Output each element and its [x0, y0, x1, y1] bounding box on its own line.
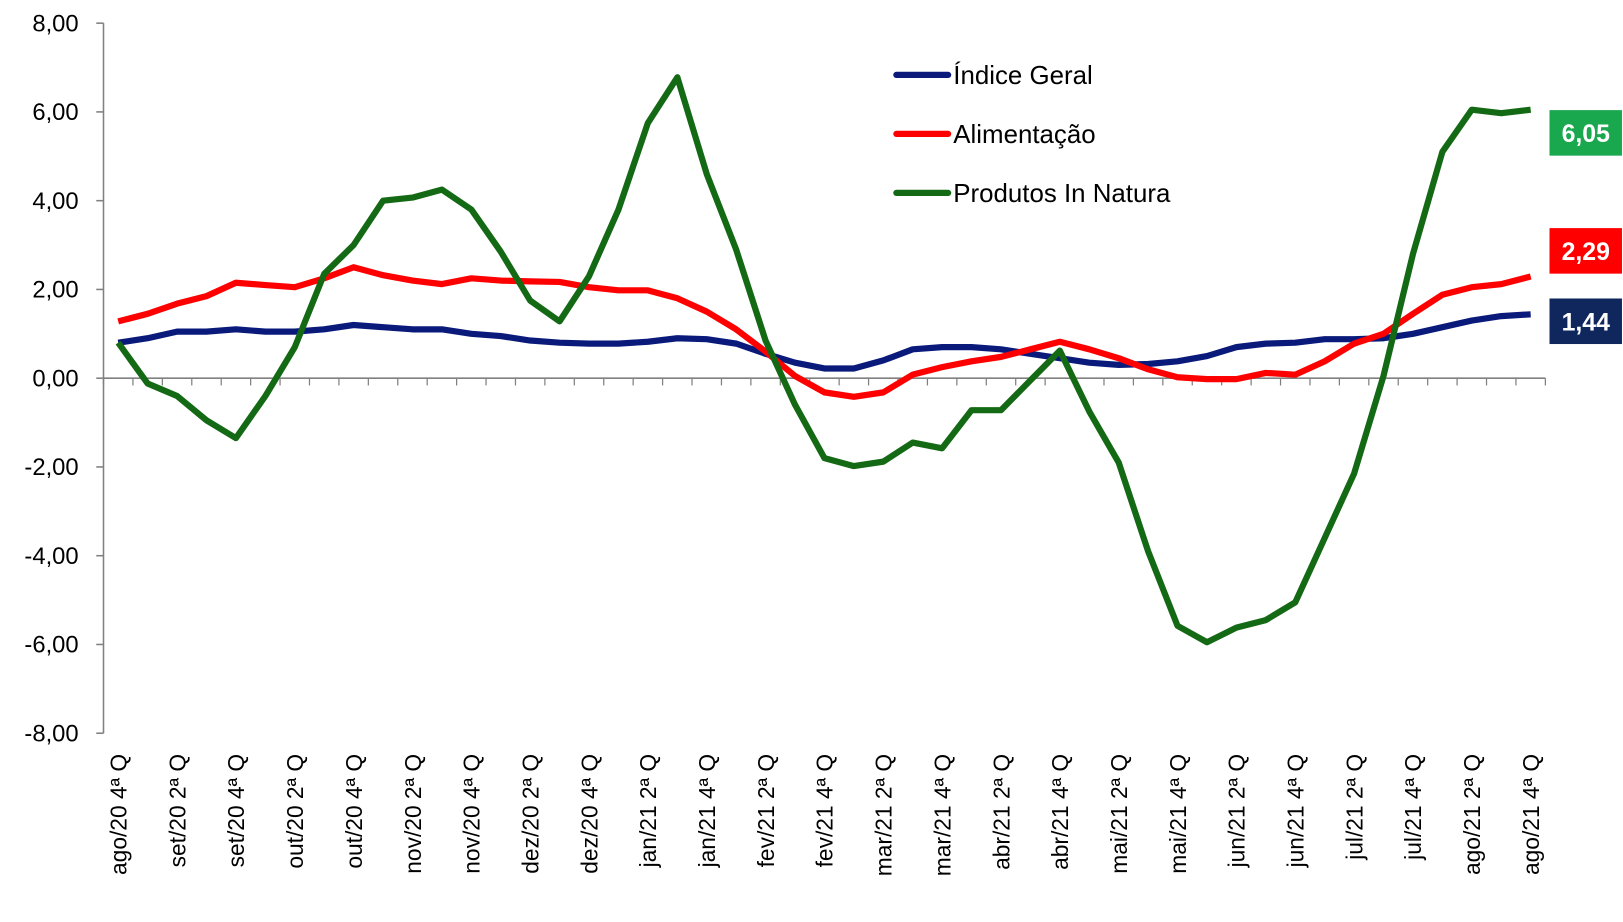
x-tick-label: abr/21 4ª Q [1047, 754, 1073, 870]
x-tick-label: jan/21 2ª Q [635, 754, 661, 868]
x-tick-label: ago/21 4ª Q [1518, 754, 1544, 875]
series-line [115, 74, 1532, 646]
value-label: 1,44 [1562, 310, 1611, 337]
x-tick-label: jul/21 4ª Q [1400, 754, 1426, 861]
x-tick-label: jul/21 2ª Q [1341, 754, 1367, 861]
value-label-box [1549, 110, 1622, 156]
x-tick-label: set/20 4ª Q [223, 754, 249, 867]
x-tick-label: jan/21 4ª Q [694, 754, 720, 868]
legend-label: Índice Geral [953, 61, 1092, 90]
x-tick-label: jun/21 4ª Q [1283, 754, 1309, 868]
series-line [117, 264, 1532, 400]
x-tick-label: fev/21 2ª Q [753, 754, 779, 867]
x-tick-label: nov/20 4ª Q [459, 754, 485, 874]
value-label: 2,29 [1562, 239, 1610, 266]
x-tick-label: nov/20 2ª Q [400, 754, 426, 874]
y-tick-label: -8,00 [24, 721, 78, 748]
value-label-box [1549, 228, 1622, 274]
x-tick-label: abr/21 2ª Q [988, 754, 1014, 870]
x-tick-label: out/20 4ª Q [341, 754, 367, 869]
x-tick-label: dez/20 2ª Q [517, 754, 543, 874]
x-tick-label: set/20 2ª Q [164, 754, 190, 867]
x-tick-label: fev/21 4ª Q [812, 754, 838, 867]
y-tick-label: 2,00 [32, 277, 78, 304]
y-tick-label: 4,00 [32, 188, 78, 215]
x-tick-label: out/20 2ª Q [282, 754, 308, 869]
x-tick-label: ago/20 4ª Q [106, 754, 132, 875]
y-tick-label: 0,00 [32, 365, 78, 392]
x-tick-label: mai/21 4ª Q [1165, 754, 1191, 874]
x-tick-label: mai/21 2ª Q [1106, 754, 1132, 874]
y-tick-label: 8,00 [32, 10, 78, 37]
x-tick-label: ago/21 2ª Q [1459, 754, 1485, 875]
value-label: 6,05 [1562, 121, 1611, 148]
y-tick-label: -4,00 [24, 543, 78, 570]
x-tick-label: mar/21 4ª Q [929, 754, 955, 876]
x-tick-label: mar/21 2ª Q [871, 754, 897, 876]
x-tick-label: jun/21 2ª Q [1224, 754, 1250, 868]
y-tick-label: -6,00 [24, 632, 78, 659]
legend-label: Produtos In Natura [953, 180, 1171, 208]
series-line [117, 311, 1531, 372]
x-tick-label: dez/20 4ª Q [576, 754, 602, 874]
value-label-box [1549, 298, 1622, 345]
y-tick-label: -2,00 [24, 454, 78, 481]
y-tick-label: 6,00 [32, 99, 78, 126]
legend-label: Alimentação [953, 121, 1095, 149]
